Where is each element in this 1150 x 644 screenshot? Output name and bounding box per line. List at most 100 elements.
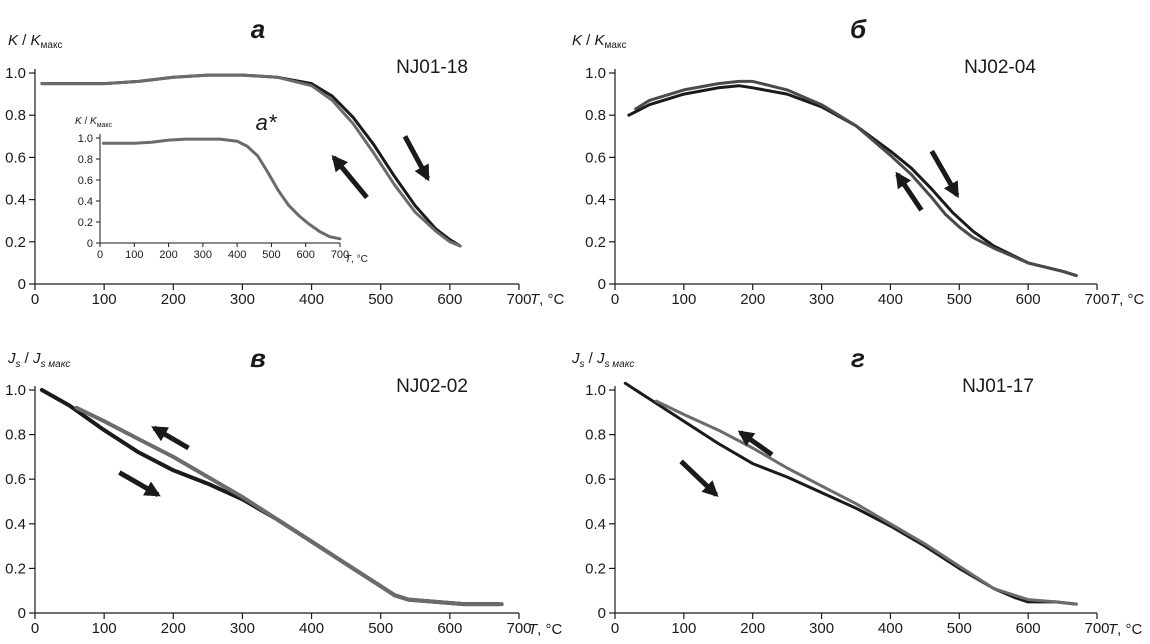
y-label-sub-max: s макс: [41, 359, 71, 370]
x-tick-label: 300: [809, 291, 834, 308]
series-line-2: [74, 405, 504, 607]
y-axis-label: K / Kмакс: [8, 32, 62, 51]
x-tick-label: 300: [194, 249, 212, 261]
x-axis-label: T, °C: [530, 291, 565, 308]
y-tick-label: 0.6: [585, 149, 606, 166]
y-tick-label: 0.4: [5, 192, 26, 209]
sample-label: NJ01-17: [962, 376, 1034, 397]
y-label-sub-max: макс: [605, 40, 627, 51]
series-line-1: [623, 381, 1078, 606]
x-tick-label: 200: [161, 291, 186, 308]
y-label-sub-max: макс: [41, 40, 63, 51]
y-tick-label: 0.6: [5, 471, 26, 488]
direction-arrow: [331, 154, 369, 200]
y-label-var-2: K: [595, 32, 606, 49]
direction-arrow: [737, 430, 774, 457]
y-label-sub: s: [16, 359, 21, 370]
x-tick-label: 0: [611, 620, 619, 637]
x-tick-label: 200: [740, 620, 765, 637]
x-label-unit: °C: [1128, 291, 1145, 308]
y-tick-label: 0: [18, 605, 26, 622]
x-label-unit: °C: [546, 621, 563, 638]
x-tick-label: 100: [671, 620, 696, 637]
y-tick-label: 0.2: [5, 234, 26, 251]
direction-arrow: [402, 135, 430, 182]
x-tick-label: 100: [92, 291, 117, 308]
y-label-sub-max: макс: [97, 122, 113, 129]
x-axis-label: T, °C: [528, 621, 563, 638]
x-tick-label: 500: [262, 249, 280, 261]
panel-letter: а: [251, 14, 265, 44]
x-tick-label: 0: [31, 291, 39, 308]
series-line-1: [40, 73, 462, 248]
x-tick-label: 400: [878, 291, 903, 308]
y-tick-label: 0.4: [5, 516, 26, 533]
series-line-2: [634, 79, 1078, 278]
x-label-var: T: [1108, 621, 1119, 638]
series-line-1: [627, 84, 1078, 278]
x-label-sep: ,: [539, 291, 547, 308]
x-tick-label: 600: [1016, 620, 1041, 637]
x-tick-label: 500: [947, 620, 972, 637]
x-axis-label: T, °C: [345, 254, 368, 265]
y-tick-label: 0.6: [5, 149, 26, 166]
x-tick-label: 600: [297, 249, 315, 261]
x-label-sep: ,: [1117, 621, 1125, 638]
x-tick-label: 700: [331, 249, 349, 261]
y-tick-label: 0.8: [585, 107, 606, 124]
y-tick-label: 0.6: [585, 471, 606, 488]
x-label-unit: °C: [548, 291, 565, 308]
y-axis-label: Js / Js макс: [7, 350, 70, 370]
x-axis-label: T, °C: [1110, 291, 1145, 308]
x-tick-label: 0: [611, 291, 619, 308]
y-tick-label: 0: [598, 276, 606, 293]
x-tick-label: 500: [947, 291, 972, 308]
x-tick-label: 700: [506, 291, 531, 308]
y-axis-label: Js / Js макс: [571, 350, 634, 370]
y-label-sub-max: s макс: [605, 359, 635, 370]
x-tick-label: 600: [437, 620, 462, 637]
sample-label: NJ02-02: [396, 376, 468, 397]
y-label-sub: s: [580, 359, 585, 370]
x-tick-label: 200: [740, 291, 765, 308]
y-tick-label: 0.2: [585, 560, 606, 577]
y-label-var-2: J: [596, 350, 605, 367]
x-tick-label: 0: [97, 249, 103, 261]
x-tick-label: 700: [1084, 291, 1109, 308]
x-tick-label: 100: [125, 249, 143, 261]
y-label-slash: /: [585, 350, 598, 367]
x-tick-label: 0: [31, 620, 39, 637]
x-tick-label: 600: [437, 291, 462, 308]
y-label-var-2: J: [32, 350, 41, 367]
y-tick-label: 0.4: [585, 192, 606, 209]
x-tick-label: 400: [299, 291, 324, 308]
chart-panel-4: 0 100 200 300 400 500 600 700 0 0.2 0.4 0.6 0.8 1.0 г N…: [571, 343, 1143, 638]
x-tick-label: 600: [1016, 291, 1041, 308]
x-label-sep: ,: [537, 621, 545, 638]
y-axis-label: K / Kмакс: [75, 116, 113, 129]
x-label-var: T: [530, 291, 541, 308]
series-line-2: [40, 73, 462, 248]
direction-arrow: [679, 459, 719, 498]
y-label-var: K: [572, 32, 583, 49]
y-tick-label: 0.8: [5, 107, 26, 124]
x-axis-label: T, °C: [1108, 621, 1143, 638]
panel-letter: в: [250, 343, 266, 373]
y-tick-label: 0.4: [78, 196, 93, 208]
y-tick-label: 0.8: [78, 154, 93, 166]
x-label-sep: ,: [1119, 291, 1127, 308]
series-line-1: [39, 388, 501, 607]
x-tick-label: 100: [92, 620, 117, 637]
x-label-var: T: [528, 621, 539, 638]
direction-arrow: [895, 171, 924, 212]
direction-arrow: [151, 425, 190, 451]
x-tick-label: 300: [230, 291, 255, 308]
y-tick-label: 0.2: [5, 560, 26, 577]
x-tick-label: 500: [368, 291, 393, 308]
y-label-var: K: [75, 116, 83, 127]
x-label-unit: °C: [1126, 621, 1143, 638]
sample-label: NJ02-04: [964, 57, 1036, 78]
y-tick-label: 0.2: [585, 234, 606, 251]
x-tick-label: 400: [299, 620, 324, 637]
series-line-1: [101, 137, 342, 241]
